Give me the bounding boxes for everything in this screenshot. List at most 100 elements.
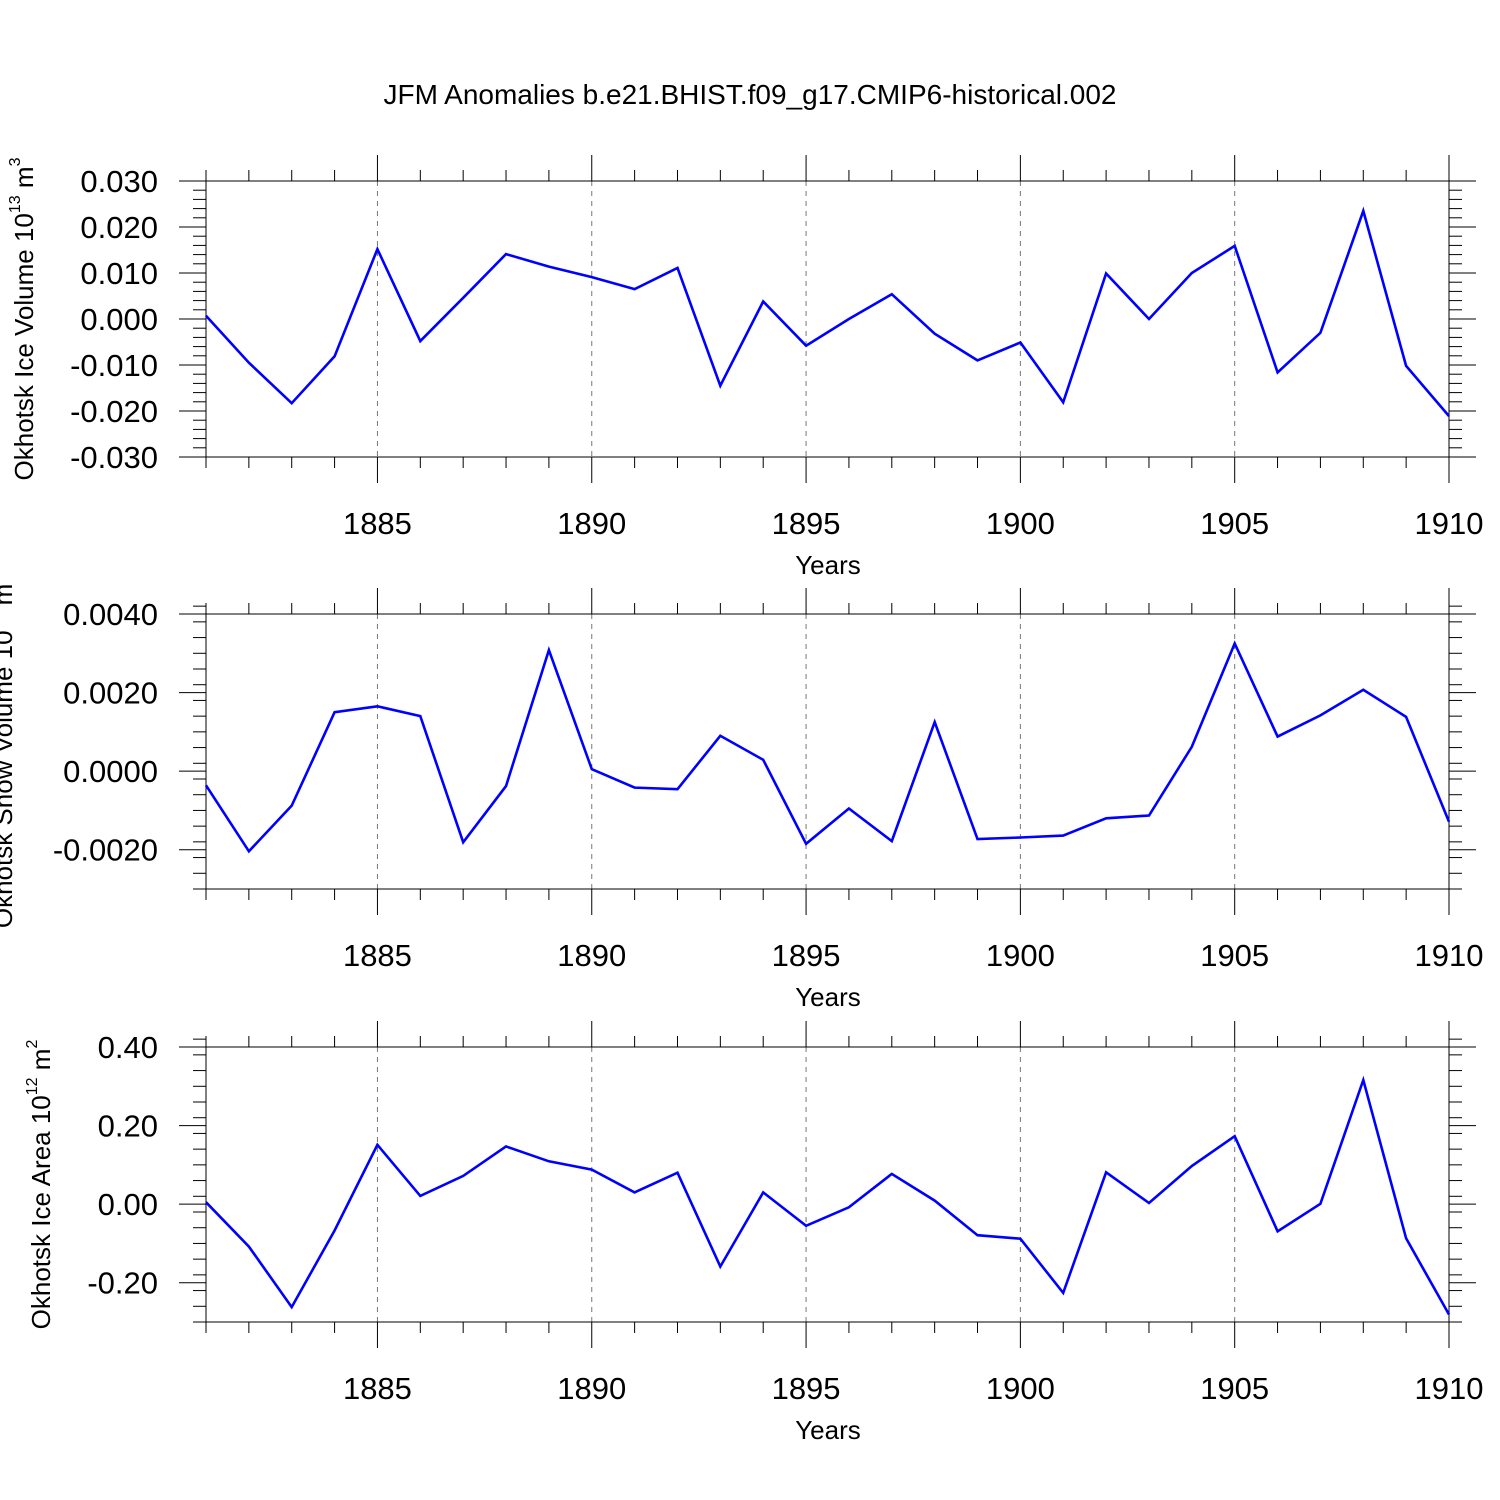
x-tick-label: 1890 xyxy=(557,1371,626,1406)
data-point xyxy=(1147,814,1151,818)
data-point xyxy=(290,401,294,405)
data-point xyxy=(461,1174,465,1178)
x-tick-label: 1885 xyxy=(343,938,412,973)
data-point xyxy=(1318,331,1322,335)
data-point xyxy=(1147,1201,1151,1205)
x-tick-label: 1900 xyxy=(986,1371,1055,1406)
y-axis-label-unit-exponent: 3 xyxy=(0,575,3,584)
data-point xyxy=(1276,370,1280,374)
data-point xyxy=(1061,1291,1065,1295)
ice-volume-panel: 1885 1890 1895 1900 1905 1910 Years -0.030 -0.02… xyxy=(7,155,1483,580)
data-point xyxy=(375,704,379,708)
x-tick-label: 1885 xyxy=(343,1371,412,1406)
data-point xyxy=(890,1172,894,1176)
data-point xyxy=(1233,1134,1237,1138)
data-point xyxy=(1104,1170,1108,1174)
data-point xyxy=(333,1228,337,1232)
data-point xyxy=(890,839,894,843)
y-axis-label-exponent: 13 xyxy=(7,195,24,213)
data-point xyxy=(1190,745,1194,749)
x-tick-label: 1895 xyxy=(772,506,841,541)
x-tick-label: 1905 xyxy=(1200,938,1269,973)
data-point xyxy=(633,1190,637,1194)
y-axis-label: Okhotsk Snow Volume 1013 m3 xyxy=(0,575,18,928)
data-point xyxy=(590,767,594,771)
data-point xyxy=(247,361,251,365)
plot-frame xyxy=(205,180,1450,458)
data-point xyxy=(633,786,637,790)
data-point xyxy=(504,1144,508,1148)
data-point xyxy=(333,710,337,714)
data-point xyxy=(590,275,594,279)
data-point xyxy=(461,840,465,844)
data-point xyxy=(1104,816,1108,820)
data-point xyxy=(761,758,765,762)
data-point xyxy=(375,1143,379,1147)
data-point xyxy=(718,734,722,738)
y-axis-label-text: Okhotsk Ice Volume 10 xyxy=(9,213,39,480)
data-point xyxy=(1018,340,1022,344)
data-point xyxy=(804,842,808,846)
data-point xyxy=(804,1224,808,1228)
x-tick-label: 1890 xyxy=(557,938,626,973)
data-point xyxy=(1404,1236,1408,1240)
data-point xyxy=(547,265,551,269)
data-point xyxy=(847,1205,851,1209)
data-point xyxy=(761,1190,765,1194)
data-point xyxy=(1318,1202,1322,1206)
ice-area-panel: 1885 1890 1895 1900 1905 1910 Years -0.20 0.00 0.… xyxy=(24,1021,1483,1445)
series-line xyxy=(205,206,1450,417)
y-axis-label-exponent: 13 xyxy=(0,613,3,631)
data-point xyxy=(1233,244,1237,248)
x-tick-label: 1890 xyxy=(557,506,626,541)
figure-title: JFM Anomalies b.e21.BHIST.f09_g17.CMIP6-… xyxy=(383,79,1116,110)
data-point xyxy=(1190,1164,1194,1168)
data-point xyxy=(1447,820,1451,824)
x-tick-label: 1910 xyxy=(1415,1371,1484,1406)
data-point xyxy=(1061,834,1065,838)
data-point xyxy=(247,1245,251,1249)
data-point xyxy=(847,806,851,810)
data-point xyxy=(290,804,294,808)
data-point xyxy=(633,287,637,291)
data-point xyxy=(976,837,980,841)
y-tick-label: -0.020 xyxy=(70,394,158,429)
data-point xyxy=(418,339,422,343)
y-tick-label: 0.40 xyxy=(98,1030,158,1065)
data-point xyxy=(461,296,465,300)
y-axis-label-unit-exponent: 3 xyxy=(7,157,24,166)
data-point xyxy=(204,314,208,318)
data-point xyxy=(804,344,808,348)
data-point xyxy=(1318,713,1322,717)
data-point xyxy=(675,787,679,791)
series-line xyxy=(204,640,1451,854)
y-tick-label: 0.030 xyxy=(80,164,158,199)
data-point xyxy=(1447,414,1451,418)
data-point xyxy=(933,720,937,724)
y-tick-label: -0.20 xyxy=(87,1266,158,1301)
x-tick-label: 1900 xyxy=(986,506,1055,541)
data-point xyxy=(1361,209,1365,213)
y-tick-label: 0.010 xyxy=(80,256,158,291)
data-point xyxy=(1361,688,1365,692)
data-point xyxy=(847,317,851,321)
x-tick-label: 1885 xyxy=(343,506,412,541)
data-point xyxy=(1404,715,1408,719)
data-point xyxy=(1276,1229,1280,1233)
x-tick-label: 1910 xyxy=(1415,938,1484,973)
y-axis-label-text: Okhotsk Snow Volume 10 xyxy=(0,630,18,928)
data-point xyxy=(204,783,208,787)
y-tick-label: 0.020 xyxy=(80,210,158,245)
x-axis-label: Years xyxy=(795,982,861,1012)
y-axis-label-unit: m xyxy=(26,1049,56,1078)
y-axis-label: Okhotsk Ice Volume 1013 m3 xyxy=(7,157,39,480)
y-axis-label-unit-exponent: 2 xyxy=(24,1040,41,1049)
data-point xyxy=(504,784,508,788)
data-point xyxy=(761,300,765,304)
y-axis-label-unit: m xyxy=(0,584,18,613)
data-point xyxy=(247,849,251,853)
plot-frame xyxy=(205,613,1450,890)
data-point xyxy=(933,332,937,336)
y-tick-label: 0.0020 xyxy=(63,676,158,711)
x-axis-label: Years xyxy=(795,1415,861,1445)
